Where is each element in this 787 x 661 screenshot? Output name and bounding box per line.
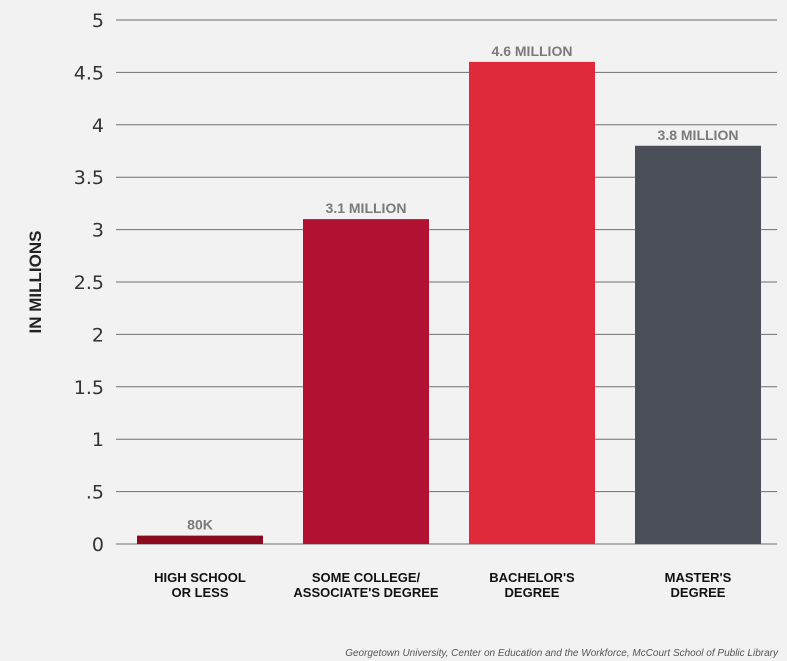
y-tick-label: .5 (86, 482, 104, 504)
bar (469, 61, 595, 545)
y-tick-label: 5 (92, 10, 104, 32)
bar (303, 219, 429, 544)
x-category-label: DEGREE (505, 585, 560, 600)
x-category-label: ASSOCIATE'S DEGREE (293, 585, 438, 600)
x-category-label: BACHELOR'S (489, 570, 575, 585)
x-category-label: SOME COLLEGE/ (312, 570, 421, 585)
y-tick-label: 1 (92, 429, 104, 451)
x-category-label: MASTER'S (665, 570, 732, 585)
y-tick-label: 4.5 (74, 62, 104, 84)
x-category-label: DEGREE (671, 585, 726, 600)
data-label: 3.1 MILLION (326, 200, 407, 216)
y-tick-label: 3 (92, 220, 104, 242)
bar (137, 535, 263, 544)
data-label: 3.8 MILLION (658, 127, 739, 143)
y-tick-label: 4 (92, 115, 104, 137)
data-label: 80K (187, 517, 213, 533)
data-label: 4.6 MILLION (492, 43, 573, 59)
y-tick-label: 0 (92, 534, 104, 556)
y-tick-label: 1.5 (74, 377, 104, 399)
y-tick-label: 2 (92, 324, 104, 346)
y-axis-label: IN MILLIONS (26, 231, 45, 334)
x-category-label: HIGH SCHOOL (154, 570, 246, 585)
bar (635, 145, 761, 544)
x-category-label: OR LESS (171, 585, 228, 600)
y-tick-label: 2.5 (74, 272, 104, 294)
y-tick-label: 3.5 (74, 167, 104, 189)
source-note: Georgetown University, Center on Educati… (345, 648, 779, 659)
